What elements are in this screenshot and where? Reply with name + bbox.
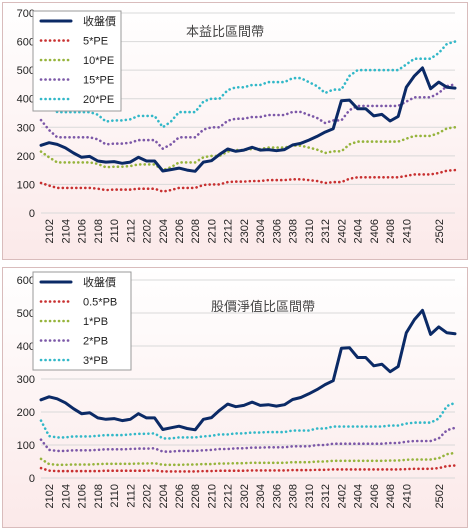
- pe-chart-title: 本益比區間帶: [186, 24, 264, 39]
- pb-x-tick-label: 2102: [44, 484, 56, 508]
- pb-x-tick-label: 2404: [353, 484, 365, 508]
- pe-x-tick-label: 2310: [304, 219, 316, 243]
- pb-legend-label: 1*PB: [83, 316, 108, 328]
- pb-series-line-1: [39, 464, 457, 473]
- pe-legend-box: [32, 10, 122, 112]
- pe-x-tick-label: 2206: [174, 219, 186, 243]
- pb-legend-label: 0.5*PB: [83, 297, 117, 309]
- pe-x-tick-label: 2404: [353, 219, 365, 243]
- pe-y-tick-label: 400: [17, 94, 35, 106]
- pe-x-tick-label: 2312: [320, 219, 332, 243]
- pb-x-tick-label: 2106: [77, 484, 89, 508]
- pe-x-tick-label: 2408: [385, 219, 397, 243]
- pe-band-chart: 0 100 200 300 400 500 600 700 2102 2104 2106 2108 21…: [17, 8, 457, 243]
- pe-series-line-0: [39, 66, 457, 173]
- pe-x-tick-label: 2304: [255, 219, 267, 243]
- pe-x-tick-label: 2106: [77, 219, 89, 243]
- pb-x-tick-label: 2210: [206, 484, 218, 508]
- pe-y-tick-label: 0: [29, 208, 35, 220]
- pe-legend-label: 收盤價: [83, 14, 116, 28]
- pb-x-tick-label: 2108: [93, 484, 105, 508]
- pe-legend-label: 5*PE: [83, 36, 108, 48]
- pe-y-tick-label: 100: [17, 179, 35, 191]
- pb-x-tick-label: 2208: [190, 484, 202, 508]
- pb-y-tick-label: 0: [29, 473, 35, 485]
- pe-y-tick-label: 500: [17, 65, 35, 77]
- pe-x-tick-label: 2410: [401, 219, 413, 243]
- pe-series-line-1: [39, 168, 457, 193]
- pe-x-tick-label: 2308: [288, 219, 300, 243]
- pb-x-tick-label: 2410: [401, 484, 413, 508]
- pb-y-tick-label: 400: [17, 341, 35, 353]
- pb-x-tick-label: 2212: [223, 484, 235, 508]
- pb-x-tick-label: 2310: [304, 484, 316, 508]
- pb-x-tick-label: 2302: [239, 484, 251, 508]
- pe-series-line-4: [39, 40, 457, 129]
- pb-x-tick-label: 2502: [434, 484, 446, 508]
- pe-x-tick-label: 2202: [142, 219, 154, 243]
- pe-y-tick-label: 600: [17, 37, 35, 49]
- pe-series-line-2: [39, 126, 457, 172]
- pb-series-line-2: [39, 451, 457, 467]
- pb-x-tick-label: 2402: [336, 484, 348, 508]
- pb-legend-box: [32, 271, 132, 371]
- pb-series-line-0: [39, 308, 457, 432]
- pb-x-tick-label: 2406: [369, 484, 381, 508]
- pe-series-line-3: [39, 83, 457, 150]
- pb-y-tick-label: 200: [17, 407, 35, 419]
- pb-x-tick-label: 2112: [125, 484, 137, 508]
- pe-x-tick-label: 2108: [93, 219, 105, 243]
- pe-x-tick-label: 2112: [125, 219, 137, 243]
- pe-y-tick-label: 300: [17, 122, 35, 134]
- pe-x-tick-label: 2210: [206, 219, 218, 243]
- pb-x-tick-label: 2308: [288, 484, 300, 508]
- pe-x-tick-label: 2406: [369, 219, 381, 243]
- pb-y-tick-label: 600: [17, 275, 35, 287]
- pe-legend-label: 15*PE: [83, 75, 114, 87]
- pe-x-tick-label: 2104: [60, 219, 72, 243]
- pb-x-tick-label: 2204: [158, 484, 170, 508]
- pe-x-tick-label: 2208: [190, 219, 202, 243]
- pb-series-line-3: [39, 426, 457, 453]
- pb-y-tick-label: 100: [17, 440, 35, 452]
- pe-legend-label: 10*PE: [83, 55, 114, 67]
- pb-legend-label: 2*PB: [83, 336, 108, 348]
- pb-series-line-4: [39, 401, 457, 440]
- pe-x-tick-label: 2302: [239, 219, 251, 243]
- pe-x-tick-label: 2502: [434, 219, 446, 243]
- pb-x-tick-label: 2408: [385, 484, 397, 508]
- pe-x-tick-label: 2402: [336, 219, 348, 243]
- pe-x-tick-label: 2204: [158, 219, 170, 243]
- pb-chart-title: 股價淨值比區間帶: [211, 299, 315, 314]
- pe-x-tick-label: 2102: [44, 219, 56, 243]
- pb-x-tick-label: 2304: [255, 484, 267, 508]
- pe-y-tick-label: 200: [17, 151, 35, 163]
- pb-x-tick-label: 2202: [142, 484, 154, 508]
- pb-legend-label: 3*PB: [83, 355, 108, 367]
- pe-band-chart-panel: 0 100 200 300 400 500 600 700 2102 2104 2106 2108 21…: [2, 2, 468, 260]
- pb-x-tick-label: 2104: [60, 484, 72, 508]
- pe-legend-label: 20*PE: [83, 94, 114, 106]
- pb-x-tick-label: 2306: [271, 484, 283, 508]
- pb-y-tick-label: 500: [17, 308, 35, 320]
- pb-band-chart: 0 100 200 300 400 500 600 2102 2104 2106 2108 2110 2…: [17, 271, 457, 508]
- pb-band-chart-panel: 0 100 200 300 400 500 600 2102 2104 2106 2108 2110 2…: [2, 267, 468, 528]
- pe-x-tick-label: 2306: [271, 219, 283, 243]
- pe-x-tick-label: 2212: [223, 219, 235, 243]
- pb-x-tick-label: 2206: [174, 484, 186, 508]
- pe-y-tick-label: 700: [17, 8, 35, 20]
- pe-x-tick-label: 2110: [109, 219, 121, 243]
- pb-y-tick-label: 300: [17, 374, 35, 386]
- pb-x-tick-label: 2110: [109, 484, 121, 508]
- pb-x-tick-label: 2312: [320, 484, 332, 508]
- pb-legend-label: 收盤價: [83, 275, 116, 289]
